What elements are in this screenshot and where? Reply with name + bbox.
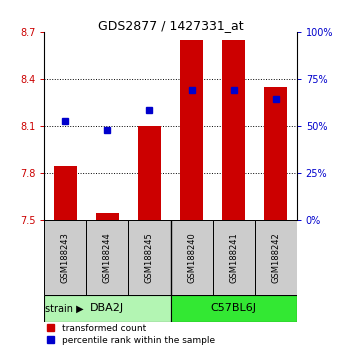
Bar [54, 166, 77, 219]
Text: GSM188243: GSM188243 [61, 232, 70, 282]
Bar [222, 40, 245, 219]
Text: GSM188244: GSM188244 [103, 232, 112, 282]
Bar [44, 295, 170, 322]
Title: GDS2877 / 1427331_at: GDS2877 / 1427331_at [98, 19, 243, 32]
Text: C57BL6J: C57BL6J [211, 303, 256, 313]
Bar [255, 219, 297, 295]
Bar [44, 219, 86, 295]
Text: GSM188242: GSM188242 [271, 232, 280, 282]
Bar [212, 219, 255, 295]
Bar [138, 126, 161, 219]
Bar [170, 219, 212, 295]
Bar [86, 219, 129, 295]
Bar [129, 219, 170, 295]
Text: DBA2J: DBA2J [90, 303, 124, 313]
Bar [96, 213, 119, 219]
Text: strain ▶: strain ▶ [45, 303, 84, 313]
Text: GSM188241: GSM188241 [229, 232, 238, 282]
Bar [180, 40, 203, 219]
Text: GSM188245: GSM188245 [145, 232, 154, 282]
Bar [170, 295, 297, 322]
Text: GSM188240: GSM188240 [187, 232, 196, 282]
Bar [264, 87, 287, 219]
Legend: transformed count, percentile rank within the sample: transformed count, percentile rank withi… [46, 323, 216, 346]
